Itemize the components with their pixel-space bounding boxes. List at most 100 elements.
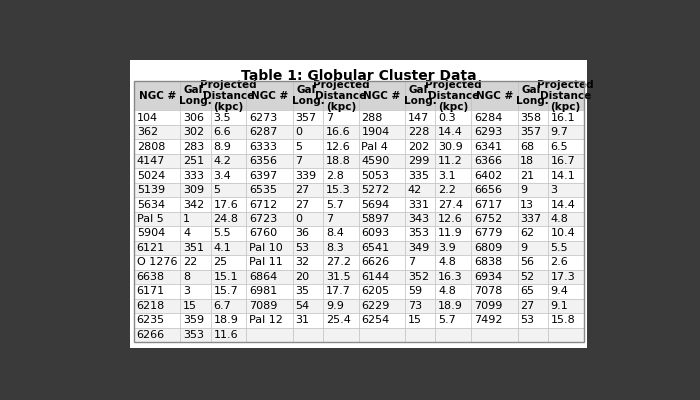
Bar	[435, 110, 471, 125]
Bar	[358, 125, 405, 139]
Text: 6266: 6266	[136, 330, 164, 340]
Bar	[405, 197, 435, 212]
Text: 25.4: 25.4	[326, 316, 351, 326]
Bar	[435, 154, 471, 168]
Bar	[358, 139, 405, 154]
Bar	[246, 168, 293, 183]
Bar	[323, 168, 359, 183]
Text: 11.2: 11.2	[438, 156, 463, 166]
Text: 27.4: 27.4	[438, 200, 463, 210]
Bar	[517, 139, 548, 154]
Bar	[211, 168, 246, 183]
Text: 3: 3	[550, 185, 557, 195]
Bar	[548, 154, 584, 168]
Bar	[181, 154, 211, 168]
Bar	[181, 270, 211, 284]
Bar	[435, 81, 471, 110]
Bar	[517, 110, 548, 125]
Bar	[246, 270, 293, 284]
Text: 6864: 6864	[249, 272, 277, 282]
Bar	[548, 284, 584, 299]
Text: 8.3: 8.3	[326, 243, 344, 253]
Bar	[211, 270, 246, 284]
Bar	[471, 328, 517, 342]
Text: 6218: 6218	[136, 301, 165, 311]
Text: 6934: 6934	[474, 272, 502, 282]
Text: 7: 7	[326, 214, 333, 224]
Text: 18.8: 18.8	[326, 156, 351, 166]
Text: 6809: 6809	[474, 243, 502, 253]
Bar	[181, 139, 211, 154]
Bar	[211, 125, 246, 139]
Text: 333: 333	[183, 170, 204, 180]
Bar	[435, 168, 471, 183]
Text: 27.2: 27.2	[326, 258, 351, 268]
Text: 362: 362	[136, 127, 158, 137]
Text: 4.8: 4.8	[438, 286, 456, 296]
Text: 5.7: 5.7	[326, 200, 344, 210]
Bar	[134, 255, 181, 270]
Text: 7: 7	[326, 113, 333, 123]
Bar	[246, 81, 293, 110]
Bar	[435, 328, 471, 342]
Bar	[181, 197, 211, 212]
Text: NGC #: NGC #	[363, 91, 400, 101]
Text: 22: 22	[183, 258, 197, 268]
Text: 309: 309	[183, 185, 204, 195]
Bar	[435, 270, 471, 284]
Bar	[293, 197, 323, 212]
Bar	[405, 313, 435, 328]
Text: 6284: 6284	[474, 113, 502, 123]
Text: 357: 357	[520, 127, 541, 137]
Text: 9.1: 9.1	[550, 301, 568, 311]
Text: 59: 59	[408, 286, 422, 296]
Text: Projected
Distance
(kpc): Projected Distance (kpc)	[200, 80, 257, 112]
Bar	[517, 81, 548, 110]
Text: 65: 65	[520, 286, 534, 296]
Text: 15.7: 15.7	[214, 286, 238, 296]
Text: 6366: 6366	[474, 156, 502, 166]
Bar	[293, 226, 323, 241]
Bar	[405, 328, 435, 342]
Text: 283: 283	[183, 142, 204, 152]
Bar	[358, 241, 405, 255]
Text: 16.7: 16.7	[550, 156, 575, 166]
Bar	[134, 226, 181, 241]
Text: 16.6: 16.6	[326, 127, 351, 137]
Text: 9.4: 9.4	[550, 286, 568, 296]
Text: 6356: 6356	[249, 156, 277, 166]
Text: 4: 4	[183, 228, 190, 238]
Text: 5634: 5634	[136, 200, 164, 210]
Text: 5: 5	[295, 142, 302, 152]
Bar	[323, 110, 359, 125]
Bar	[211, 154, 246, 168]
Text: 0: 0	[295, 214, 302, 224]
Bar	[134, 328, 181, 342]
Bar	[405, 270, 435, 284]
Bar	[517, 241, 548, 255]
Bar	[293, 183, 323, 197]
Bar	[246, 255, 293, 270]
Bar	[471, 255, 517, 270]
Bar	[181, 212, 211, 226]
Bar	[358, 313, 405, 328]
Text: Gal.
Long.: Gal. Long.	[179, 85, 212, 106]
Text: 13: 13	[520, 200, 534, 210]
Text: 2808: 2808	[136, 142, 165, 152]
Bar	[246, 125, 293, 139]
Bar	[293, 212, 323, 226]
Text: 351: 351	[183, 243, 204, 253]
Text: 18.9: 18.9	[214, 316, 238, 326]
Bar	[517, 125, 548, 139]
Bar	[134, 299, 181, 313]
Text: 5139: 5139	[136, 185, 164, 195]
Bar	[471, 125, 517, 139]
Text: 54: 54	[295, 301, 309, 311]
Text: 32: 32	[295, 258, 309, 268]
Text: 228: 228	[408, 127, 429, 137]
Text: 5053: 5053	[361, 170, 389, 180]
Bar	[211, 81, 246, 110]
Bar	[435, 284, 471, 299]
Bar	[134, 270, 181, 284]
Text: 4.8: 4.8	[550, 214, 568, 224]
